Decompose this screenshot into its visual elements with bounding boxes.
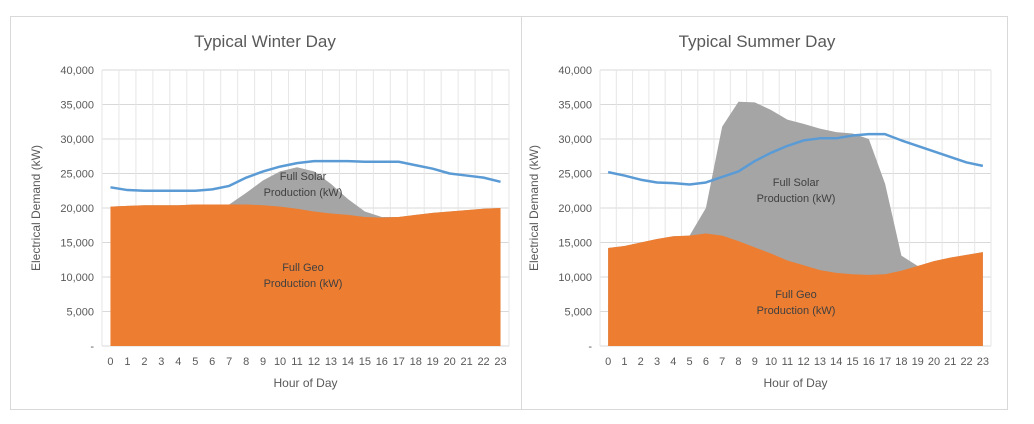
summer-y-tick-label: 5,000: [564, 307, 592, 319]
winter-x-tick-label: 18: [410, 356, 422, 368]
winter-solar-annotation: Full Solar: [280, 171, 327, 183]
summer-x-tick-label: 22: [960, 356, 972, 368]
winter-x-tick-label: 11: [291, 356, 302, 368]
summer-y-tick-label: 30,000: [558, 134, 592, 146]
summer-solar-annotation: Production (kW): [757, 193, 836, 205]
summer-x-tick-label: 14: [830, 356, 842, 368]
winter-y-tick-label: 10,000: [60, 272, 94, 284]
winter-y-tick-label: 40,000: [60, 65, 94, 77]
summer-x-tick-label: 20: [928, 356, 940, 368]
winter-y-axis-label: Electrical Demand (kW): [29, 145, 43, 271]
winter-x-tick-label: 23: [494, 356, 506, 368]
summer-x-tick-label: 1: [621, 356, 627, 368]
winter-x-tick-label: 2: [141, 356, 147, 368]
summer-x-tick-label: 9: [752, 356, 758, 368]
summer-x-tick-label: 0: [605, 356, 611, 368]
winter-x-tick-label: 19: [427, 356, 439, 368]
summer-x-tick-label: 7: [719, 356, 725, 368]
winter-x-tick-label: 5: [192, 356, 198, 368]
winter-x-tick-label: 3: [158, 356, 164, 368]
winter-x-tick-label: 0: [107, 356, 113, 368]
winter-y-tick-label: 15,000: [60, 238, 94, 250]
summer-solar-annotation: Full Solar: [773, 177, 820, 189]
summer-x-tick-label: 3: [654, 356, 660, 368]
summer-demand-line: [607, 132, 984, 186]
winter-x-tick-label: 21: [460, 356, 472, 368]
winter-x-tick-label: 9: [260, 356, 266, 368]
summer-x-tick-label: 17: [879, 356, 891, 368]
summer-y-axis-label: Electrical Demand (kW): [527, 145, 541, 271]
chart-divider: [521, 16, 522, 410]
winter-x-tick-label: 4: [175, 356, 181, 368]
summer-x-tick-label: 5: [687, 356, 693, 368]
summer-x-tick-label: 13: [814, 356, 826, 368]
summer-chart-title: Typical Summer Day: [679, 32, 836, 51]
winter-x-tick-label: 20: [444, 356, 456, 368]
summer-x-tick-label: 23: [977, 356, 989, 368]
summer-x-axis-label: Hour of Day: [763, 376, 827, 390]
summer-x-tick-label: 4: [670, 356, 676, 368]
summer-x-tick-label: 6: [703, 356, 709, 368]
summer-geo-annotation: Full Geo: [775, 289, 817, 301]
winter-geo-area: [110, 204, 501, 346]
summer-x-tick-label: 19: [912, 356, 924, 368]
summer-y-tick-label: 35,000: [558, 100, 592, 112]
winter-x-axis-label: Hour of Day: [273, 376, 337, 390]
summer-x-tick-label: 12: [798, 356, 810, 368]
winter-x-tick-label: 7: [226, 356, 232, 368]
summer-y-tick-label: 40,000: [558, 65, 592, 77]
winter-geo-annotation: Full Geo: [282, 262, 324, 274]
winter-y-tick-label: 20,000: [60, 203, 94, 215]
summer-geo-area: [608, 233, 983, 346]
summer-x-tick-label: 11: [782, 356, 793, 368]
winter-x-tick-label: 6: [209, 356, 215, 368]
summer-y-tick-label: 10,000: [558, 272, 592, 284]
summer-y-tick-label: 20,000: [558, 203, 592, 215]
winter-x-tick-label: 16: [376, 356, 388, 368]
winter-y-tick-label: 35,000: [60, 100, 94, 112]
winter-geo-annotation: Production (kW): [264, 278, 343, 290]
winter-x-tick-label: 8: [243, 356, 249, 368]
winter-y-tick-label: 5,000: [66, 307, 94, 319]
summer-x-tick-label: 18: [895, 356, 907, 368]
winter-x-tick-label: 12: [308, 356, 320, 368]
summer-x-tick-label: 10: [765, 356, 777, 368]
winter-x-tick-label: 17: [393, 356, 405, 368]
winter-y-tick-label: 30,000: [60, 134, 94, 146]
winter-solar-annotation: Production (kW): [264, 187, 343, 199]
winter-x-tick-label: 1: [124, 356, 130, 368]
winter-x-tick-label: 22: [477, 356, 489, 368]
winter-x-tick-label: 14: [342, 356, 354, 368]
summer-x-tick-label: 21: [944, 356, 956, 368]
winter-x-tick-label: 15: [359, 356, 371, 368]
winter-demand-line: [110, 159, 501, 192]
winter-x-tick-label: 10: [274, 356, 286, 368]
summer-x-tick-label: 16: [863, 356, 875, 368]
summer-geo-annotation: Production (kW): [757, 305, 836, 317]
summer-x-tick-label: 8: [735, 356, 741, 368]
summer-y-tick-label: 25,000: [558, 169, 592, 181]
winter-x-tick-label: 13: [325, 356, 337, 368]
winter-chart-title: Typical Winter Day: [194, 32, 336, 51]
winter-y-tick-label: 25,000: [60, 169, 94, 181]
summer-x-tick-label: 2: [638, 356, 644, 368]
summer-y-tick-label: 15,000: [558, 238, 592, 250]
summer-x-tick-label: 15: [846, 356, 858, 368]
summer-y-tick-label: -: [588, 341, 592, 353]
winter-y-tick-label: -: [90, 341, 94, 353]
